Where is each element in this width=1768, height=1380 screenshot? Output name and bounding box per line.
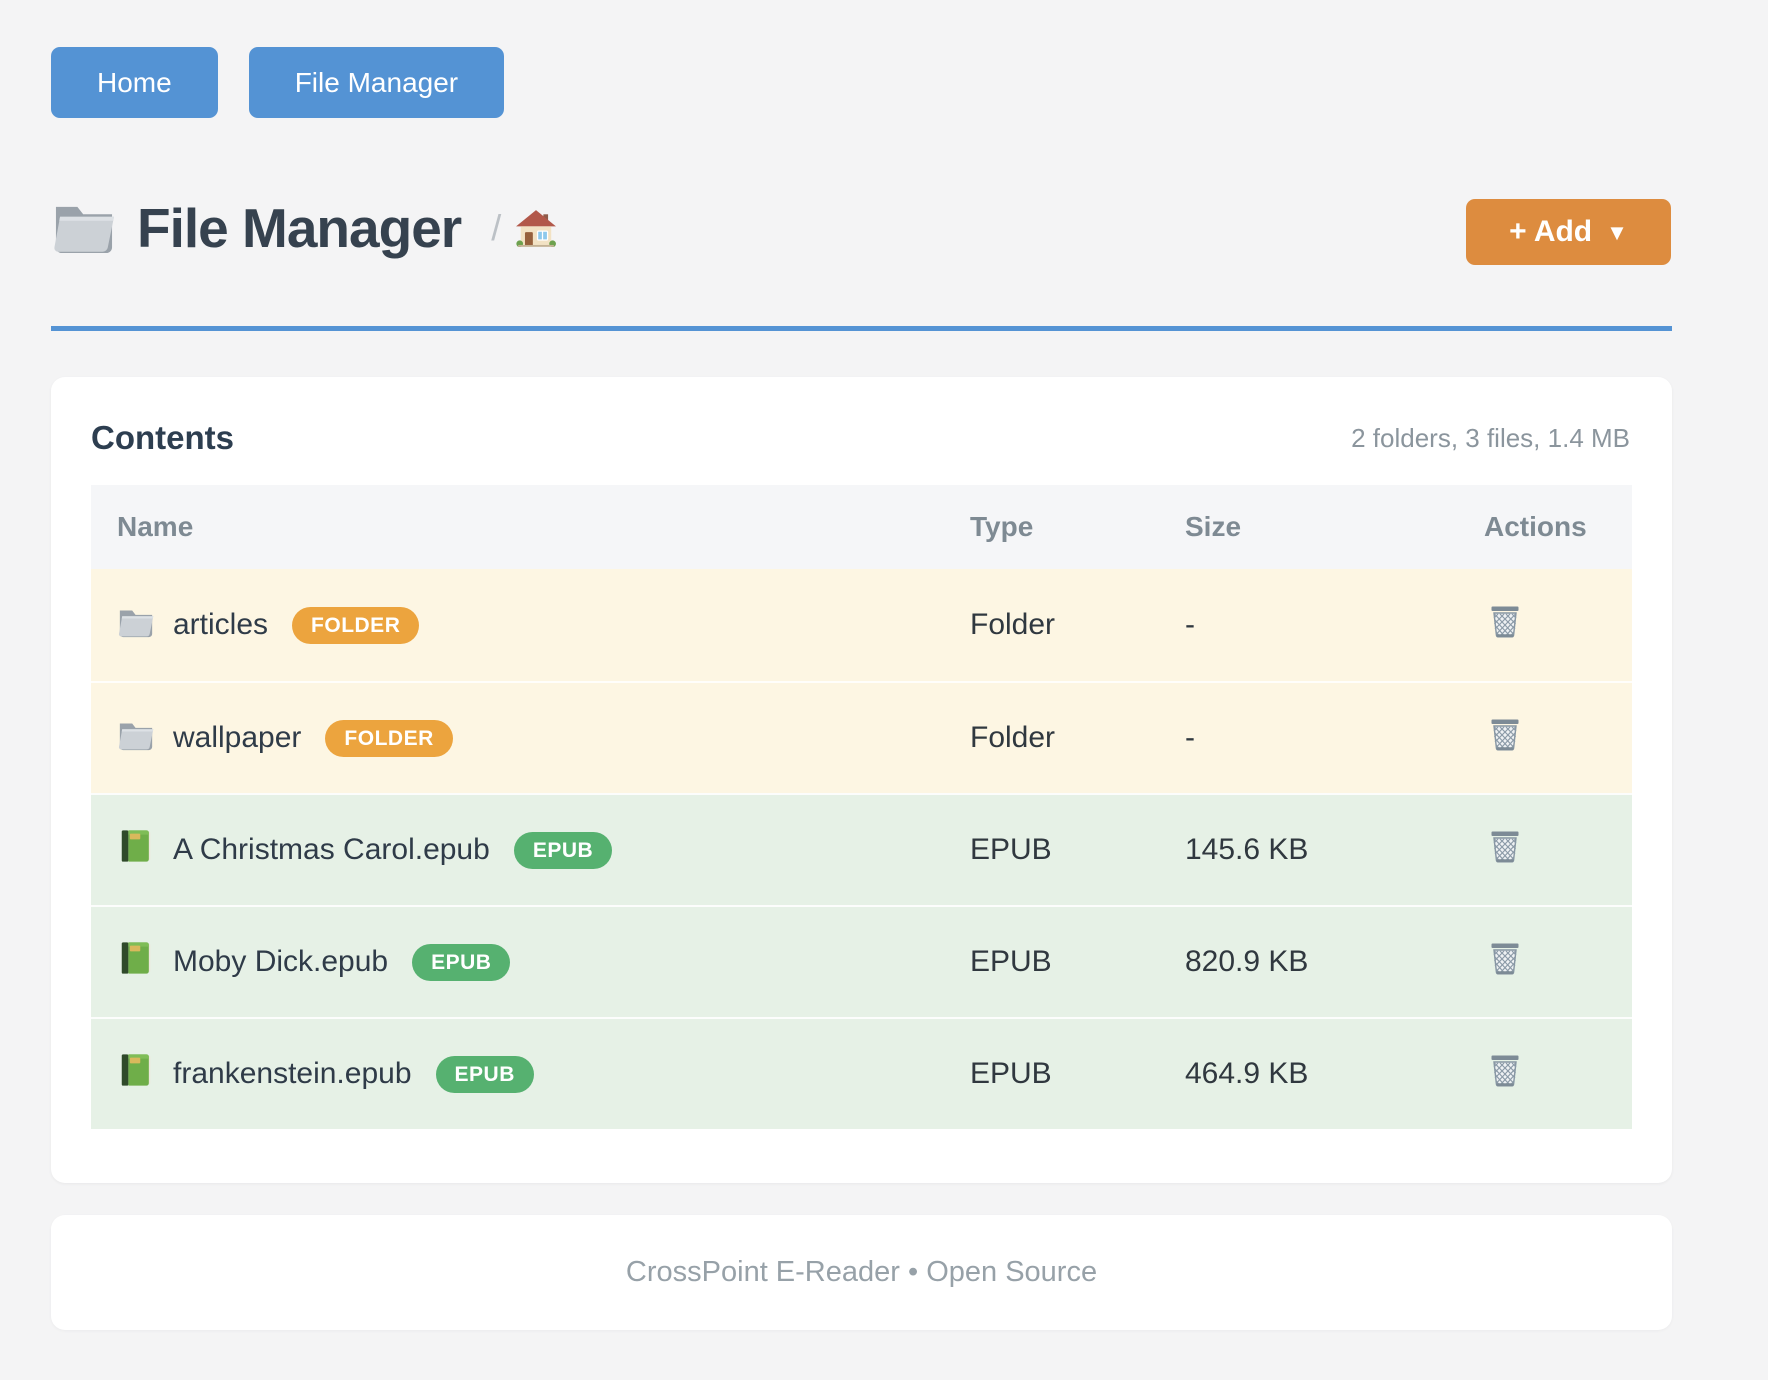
- size-cell: 820.9 KB: [1185, 945, 1309, 978]
- folder-icon: [51, 192, 117, 263]
- table-row-frankenstein[interactable]: frankenstein.epub EPUB EPUB 464.9 KB: [91, 1017, 1632, 1129]
- trash-icon: [1491, 719, 1519, 751]
- caret-down-icon: ▼: [1606, 220, 1628, 245]
- type-cell: EPUB: [970, 945, 1052, 978]
- type-cell: Folder: [970, 608, 1056, 641]
- file-name-cell[interactable]: A Christmas Carol.epub EPUB: [91, 827, 970, 873]
- column-header-actions: Actions: [1484, 511, 1587, 542]
- file-name[interactable]: A Christmas Carol.epub: [173, 833, 490, 866]
- page-title: File Manager: [137, 196, 462, 259]
- table-row-moby-dick[interactable]: Moby Dick.epub EPUB EPUB 820.9 KB: [91, 905, 1632, 1017]
- title-divider: [51, 326, 1672, 331]
- home-breadcrumb-icon[interactable]: [501, 200, 557, 255]
- column-header-type: Type: [970, 511, 1034, 542]
- top-nav: Home File Manager: [51, 47, 505, 118]
- delete-button[interactable]: [1484, 938, 1526, 980]
- trash-icon: [1491, 943, 1519, 975]
- table-row-articles[interactable]: articles FOLDER Folder -: [91, 569, 1632, 681]
- size-cell: 145.6 KB: [1185, 833, 1309, 866]
- table-header-row: Name Type Size Actions: [91, 485, 1632, 569]
- folder-badge: FOLDER: [292, 606, 420, 644]
- trash-icon: [1491, 1055, 1519, 1087]
- epub-badge: EPUB: [412, 943, 511, 981]
- size-cell: -: [1185, 721, 1195, 754]
- column-header-name: Name: [117, 511, 194, 542]
- book-icon: [117, 827, 155, 873]
- delete-button[interactable]: [1484, 714, 1526, 756]
- contents-heading: Contents: [91, 419, 234, 456]
- breadcrumb-separator: /: [491, 206, 502, 248]
- file-name[interactable]: frankenstein.epub: [173, 1057, 412, 1090]
- file-manager-button[interactable]: File Manager: [248, 47, 505, 118]
- file-name-cell[interactable]: frankenstein.epub EPUB: [91, 1051, 970, 1097]
- table-row-a-christmas-carol[interactable]: A Christmas Carol.epub EPUB EPUB 145.6 K…: [91, 793, 1632, 905]
- add-button-label: + Add: [1509, 215, 1593, 248]
- delete-button[interactable]: [1484, 1050, 1526, 1092]
- file-name-cell[interactable]: Moby Dick.epub EPUB: [91, 939, 970, 985]
- folder-icon: [117, 715, 155, 761]
- card-header: Contents 2 folders, 3 files, 1.4 MB: [91, 419, 1630, 457]
- book-icon: [117, 939, 155, 985]
- type-cell: EPUB: [970, 1057, 1052, 1090]
- page-header: File Manager /: [51, 192, 557, 263]
- add-button[interactable]: + Add ▼: [1466, 199, 1671, 265]
- size-cell: 464.9 KB: [1185, 1057, 1309, 1090]
- file-name[interactable]: wallpaper: [173, 721, 302, 754]
- delete-button[interactable]: [1484, 826, 1526, 868]
- contents-card: Contents 2 folders, 3 files, 1.4 MB Name…: [51, 377, 1672, 1183]
- folder-badge: FOLDER: [325, 719, 453, 757]
- trash-icon: [1491, 606, 1519, 638]
- file-name-cell[interactable]: articles FOLDER: [91, 602, 970, 648]
- table-row-wallpaper[interactable]: wallpaper FOLDER Folder -: [91, 681, 1632, 793]
- folder-icon: [117, 602, 155, 648]
- epub-badge: EPUB: [435, 1055, 534, 1093]
- file-name-cell[interactable]: wallpaper FOLDER: [91, 715, 970, 761]
- footer-text: CrossPoint E-Reader • Open Source: [625, 1256, 1098, 1288]
- type-cell: EPUB: [970, 833, 1052, 866]
- type-cell: Folder: [970, 721, 1056, 754]
- footer: CrossPoint E-Reader • Open Source: [51, 1215, 1672, 1330]
- column-header-size: Size: [1185, 511, 1242, 542]
- file-name[interactable]: articles: [173, 608, 269, 641]
- file-name[interactable]: Moby Dick.epub: [173, 945, 389, 978]
- delete-button[interactable]: [1484, 601, 1526, 643]
- size-cell: -: [1185, 608, 1195, 641]
- book-icon: [117, 1051, 155, 1097]
- contents-summary: 2 folders, 3 files, 1.4 MB: [1351, 422, 1630, 453]
- epub-badge: EPUB: [513, 831, 613, 869]
- trash-icon: [1491, 831, 1519, 863]
- home-button[interactable]: Home: [51, 47, 218, 118]
